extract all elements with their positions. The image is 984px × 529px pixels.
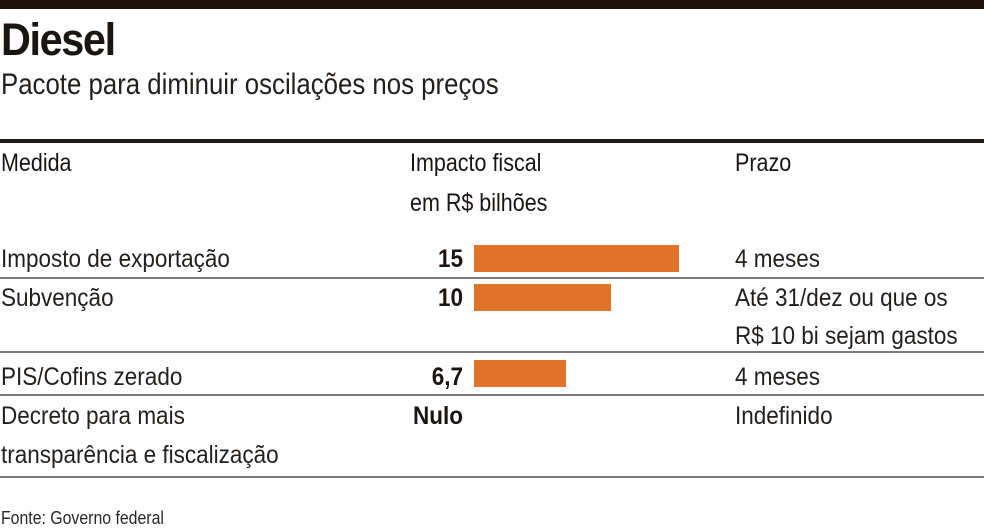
row-3-bar xyxy=(474,360,566,387)
page-title: Diesel xyxy=(1,14,116,65)
row-4-medida-line2: transparência e fiscalização xyxy=(1,441,279,469)
row-divider xyxy=(0,476,984,478)
row-1-prazo: 4 meses xyxy=(735,245,821,273)
row-2-medida: Subvenção xyxy=(1,284,114,312)
row-4-medida-line1: Decreto para mais xyxy=(1,402,185,430)
column-header-prazo: Prazo xyxy=(735,149,792,177)
source-note: Fonte: Governo federal xyxy=(1,508,164,528)
row-1-impacto-label: 15 xyxy=(437,245,463,273)
row-2-bar xyxy=(474,284,611,311)
row-1-bar xyxy=(474,245,679,272)
row-3-prazo: 4 meses xyxy=(735,363,821,391)
row-1-medida: Imposto de exportação xyxy=(1,245,230,273)
column-header-medida: Medida xyxy=(1,149,72,177)
row-2-impacto-label: 10 xyxy=(437,284,463,312)
top-band xyxy=(0,0,984,9)
row-divider xyxy=(0,394,984,396)
page-subtitle: Pacote para diminuir oscilações nos preç… xyxy=(1,68,499,101)
row-4-impacto-label: Nulo xyxy=(413,402,463,430)
row-2-prazo-line1: Até 31/dez ou que os xyxy=(735,284,948,312)
column-header-impacto-line2: em R$ bilhões xyxy=(410,189,548,217)
row-2-prazo-line2: R$ 10 bi sejam gastos xyxy=(735,322,958,350)
row-3-impacto-label: 6,7 xyxy=(431,363,463,391)
row-4-prazo: Indefinido xyxy=(735,402,833,430)
column-header-impacto-line1: Impacto fiscal xyxy=(410,149,542,177)
header-rule xyxy=(0,139,984,143)
row-divider xyxy=(0,277,984,279)
row-divider xyxy=(0,351,984,353)
row-3-medida: PIS/Cofins zerado xyxy=(1,363,183,391)
